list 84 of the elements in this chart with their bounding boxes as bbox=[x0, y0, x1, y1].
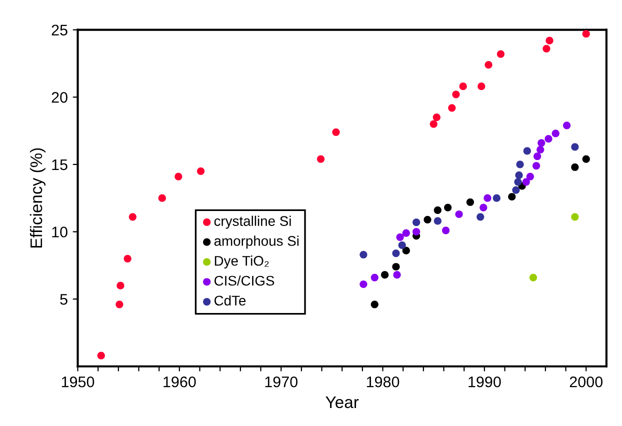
point bbox=[316, 155, 325, 163]
y-tick-label: 20 bbox=[52, 92, 68, 103]
point bbox=[448, 104, 456, 112]
point bbox=[514, 178, 522, 186]
point bbox=[370, 274, 378, 282]
point bbox=[392, 262, 400, 271]
point bbox=[402, 229, 410, 237]
point bbox=[97, 352, 105, 360]
point bbox=[515, 171, 523, 180]
point bbox=[534, 152, 542, 160]
point bbox=[496, 50, 505, 58]
point bbox=[381, 271, 389, 279]
point bbox=[158, 194, 166, 202]
x-tick-label: 1950 bbox=[62, 376, 94, 388]
legend-label: CIS/CIGS bbox=[214, 275, 274, 286]
point bbox=[522, 178, 530, 186]
legend-label: Dye TiO₂ bbox=[214, 256, 269, 269]
point bbox=[582, 155, 590, 163]
legend-label: crystalline Si bbox=[214, 216, 291, 229]
point bbox=[459, 82, 467, 90]
point bbox=[484, 194, 492, 202]
point bbox=[434, 206, 442, 214]
point bbox=[116, 300, 124, 308]
point bbox=[360, 250, 368, 258]
point bbox=[412, 228, 420, 236]
point bbox=[571, 163, 579, 171]
point bbox=[582, 30, 590, 38]
legend-label: amorphous Si bbox=[214, 236, 299, 249]
x-tick-label: 1990 bbox=[468, 376, 501, 388]
x-tick-label: 1970 bbox=[265, 376, 298, 388]
point bbox=[526, 172, 534, 180]
point bbox=[332, 128, 340, 136]
x-axis-title: Year bbox=[326, 396, 359, 408]
y-tick-label: 25 bbox=[52, 24, 68, 36]
y-tick-label: 15 bbox=[52, 159, 68, 170]
point bbox=[444, 204, 452, 212]
point bbox=[370, 300, 378, 308]
point bbox=[393, 271, 401, 279]
point bbox=[484, 61, 492, 69]
legend-label: CdTe bbox=[214, 295, 246, 306]
point bbox=[480, 204, 488, 212]
point bbox=[544, 135, 552, 143]
point bbox=[571, 143, 579, 151]
point bbox=[174, 172, 182, 180]
point bbox=[360, 280, 368, 288]
point bbox=[571, 213, 579, 221]
point bbox=[412, 218, 420, 226]
point bbox=[552, 130, 560, 138]
point bbox=[538, 139, 546, 147]
point bbox=[542, 44, 550, 52]
point bbox=[128, 213, 136, 221]
point bbox=[116, 282, 124, 290]
point bbox=[512, 186, 520, 194]
point bbox=[478, 82, 486, 90]
point bbox=[523, 147, 531, 155]
point bbox=[532, 162, 540, 170]
point bbox=[562, 122, 571, 130]
x-tick-label: 2000 bbox=[570, 376, 603, 388]
point bbox=[546, 36, 554, 44]
point bbox=[442, 226, 450, 234]
point bbox=[536, 146, 544, 154]
point bbox=[492, 194, 500, 202]
point bbox=[452, 90, 460, 98]
point bbox=[124, 254, 132, 262]
x-tick-label: 1960 bbox=[164, 376, 196, 388]
point bbox=[196, 167, 205, 175]
y-axis-title: Efficiency (%) bbox=[30, 148, 46, 248]
point bbox=[396, 233, 404, 241]
point bbox=[402, 246, 410, 254]
point bbox=[516, 160, 524, 168]
point bbox=[476, 213, 484, 221]
point bbox=[398, 241, 406, 250]
point bbox=[529, 274, 538, 282]
x-tick-label: 1980 bbox=[366, 376, 400, 388]
y-tick-label: 10 bbox=[52, 226, 68, 238]
point bbox=[424, 216, 432, 224]
point bbox=[392, 249, 400, 258]
point bbox=[432, 114, 440, 122]
point bbox=[430, 120, 438, 128]
point bbox=[508, 192, 516, 201]
point bbox=[434, 217, 442, 225]
point bbox=[455, 210, 463, 218]
y-tick-label: 5 bbox=[60, 294, 68, 305]
point bbox=[466, 198, 474, 206]
